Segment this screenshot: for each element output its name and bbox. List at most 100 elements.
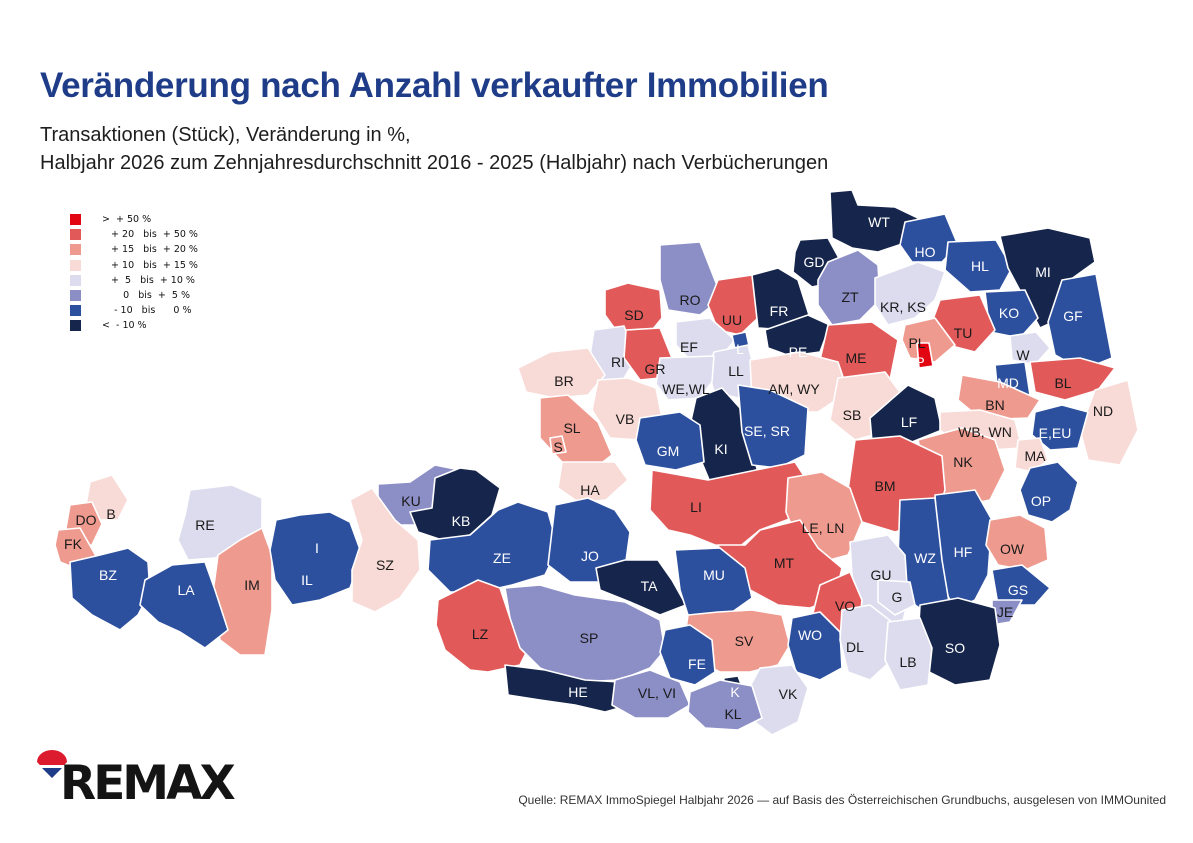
- subtitle-line-1: Transaktionen (Stück), Veränderung in %,: [40, 124, 411, 146]
- district-label: JO: [581, 548, 599, 564]
- district-label: RE: [195, 517, 214, 533]
- district-region: [764, 314, 831, 357]
- district-region: [435, 579, 531, 673]
- district-label: LL: [728, 363, 744, 379]
- district-label: HL: [971, 258, 989, 274]
- district-region: [504, 584, 666, 683]
- district-region: [549, 435, 567, 455]
- district-label: MA: [1025, 448, 1047, 464]
- district-region: [817, 249, 881, 326]
- legend-swatch: [70, 289, 81, 301]
- district-label: BL: [1054, 375, 1071, 391]
- district-label: BZ: [99, 567, 117, 583]
- district-region: [69, 547, 151, 631]
- district-label: GF: [1063, 308, 1082, 324]
- district-label: FK: [64, 536, 83, 552]
- district-label: KI: [714, 441, 727, 457]
- remax-logo: REMAX: [34, 748, 244, 818]
- district-label: K: [730, 684, 740, 700]
- district-label: GD: [804, 254, 825, 270]
- source-note: Quelle: REMAX ImmoSpiegel Halbjahr 2026 …: [518, 793, 1166, 807]
- district-region: [1031, 404, 1089, 451]
- district-label: SD: [624, 307, 643, 323]
- district-region: [991, 564, 1051, 606]
- district-region: [349, 487, 421, 613]
- district-label: WT: [868, 214, 890, 230]
- district-label: TA: [641, 578, 659, 594]
- district-label: HE: [568, 684, 587, 700]
- district-label: RO: [680, 292, 701, 308]
- district-label: KL: [724, 706, 741, 722]
- district-region: [899, 213, 959, 263]
- legend-label: + 5 bis + 10 %: [102, 274, 195, 286]
- district-label: S: [553, 439, 562, 455]
- district-label: ZE: [493, 550, 511, 566]
- district-label: PL: [908, 335, 925, 351]
- district-label: KB: [452, 513, 471, 529]
- district-label: KO: [999, 305, 1019, 321]
- district-label: JE: [997, 604, 1013, 620]
- district-label: HA: [580, 482, 600, 498]
- district-region: [139, 561, 229, 649]
- subtitle-line-2: Halbjahr 2026 zum Zehnjahresdurchschnitt…: [40, 152, 829, 174]
- legend-swatch: [70, 259, 81, 271]
- district-label: WE,WL: [662, 381, 710, 397]
- district-label: BN: [985, 397, 1004, 413]
- legend-label: 0 bis + 5 %: [102, 289, 190, 301]
- district-region: [957, 374, 1041, 421]
- district-region: [1019, 461, 1079, 523]
- district-region: [611, 669, 691, 719]
- district-label: B: [106, 506, 115, 522]
- district-label: TU: [954, 325, 973, 341]
- district-label: KU: [401, 493, 420, 509]
- district-label: BM: [875, 478, 896, 494]
- district-label: OW: [1000, 541, 1025, 557]
- district-region: [1009, 331, 1051, 366]
- district-label: SE, SR: [744, 423, 790, 439]
- district-label: FE: [688, 656, 706, 672]
- district-label: GS: [1008, 582, 1028, 598]
- district-label: NK: [953, 454, 973, 470]
- district-label: LF: [901, 414, 917, 430]
- district-label: GR: [645, 361, 666, 377]
- district-label: SV: [735, 633, 754, 649]
- district-region: [635, 411, 705, 471]
- district-label: DL: [846, 639, 864, 655]
- district-label: HO: [915, 244, 936, 260]
- legend-label: + 10 bis + 15 %: [102, 259, 198, 271]
- district-label: RI: [611, 354, 625, 370]
- district-label: VO: [835, 598, 855, 614]
- district-label: BR: [554, 373, 573, 389]
- district-region: [916, 342, 934, 369]
- logo-wordmark: REMAX: [60, 756, 236, 811]
- legend-swatch: [70, 320, 81, 332]
- district-region: [877, 579, 916, 616]
- legend-label: + 15 bis + 20 %: [102, 244, 198, 256]
- district-label: WO: [798, 627, 822, 643]
- district-label: MD: [997, 375, 1019, 391]
- legend-swatch: [70, 305, 81, 317]
- district-region: [884, 617, 933, 691]
- district-label: FR: [770, 303, 789, 319]
- district-label: VK: [779, 686, 798, 702]
- district-label: SP: [580, 630, 599, 646]
- district-label: KR, KS: [880, 299, 926, 315]
- district-label: G: [892, 589, 903, 605]
- district-label: SO: [945, 640, 965, 656]
- district-region: [985, 514, 1049, 571]
- balloon-icon: [37, 750, 67, 778]
- district-label: HF: [954, 544, 973, 560]
- district-label: AM, WY: [768, 381, 820, 397]
- district-label: W: [1016, 347, 1030, 363]
- district-region: [659, 241, 723, 316]
- district-region: [269, 511, 363, 606]
- legend-label: + 20 bis + 50 %: [102, 229, 198, 241]
- district-label: LB: [899, 654, 916, 670]
- legend-swatch: [70, 214, 81, 225]
- district-label: WZ: [914, 550, 936, 566]
- district-label: IL: [301, 572, 313, 588]
- district-label: GM: [657, 443, 680, 459]
- district-label: WB, WN: [958, 424, 1012, 440]
- district-region: [687, 679, 763, 731]
- district-label: L: [736, 341, 744, 357]
